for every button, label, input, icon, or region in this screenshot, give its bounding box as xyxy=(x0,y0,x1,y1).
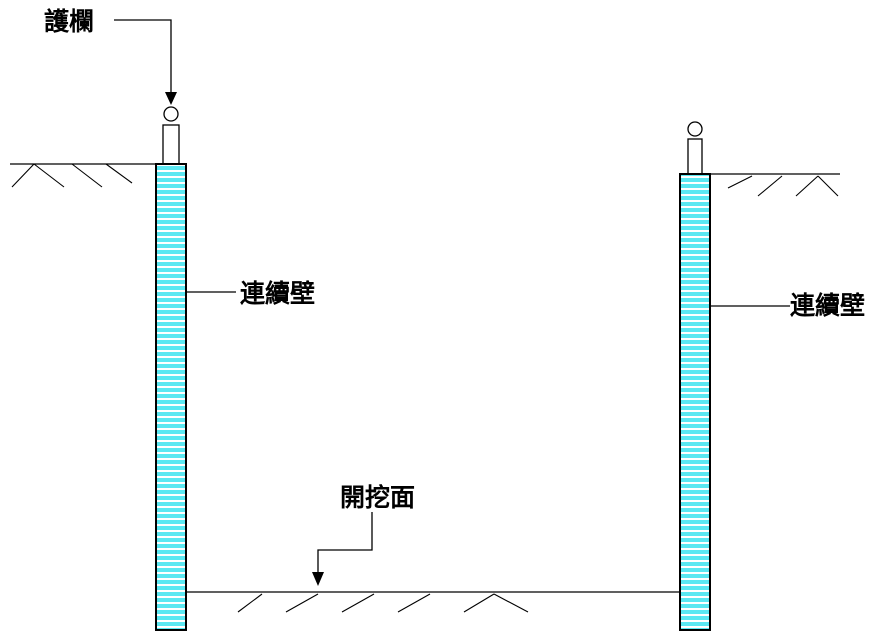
right-ground-surface xyxy=(710,173,840,197)
right-guardrail xyxy=(687,121,703,175)
left-guardrail xyxy=(162,106,180,165)
excavation-leader xyxy=(312,512,373,586)
right-diaphragm-wall xyxy=(679,173,711,631)
guardrail-leader xyxy=(114,19,177,105)
excavation-surface-label: 開挖面 xyxy=(340,483,415,512)
guardrail-label: 護欄 xyxy=(44,7,94,36)
excavation-arrow-head xyxy=(312,572,324,586)
guardrail-arrow-head xyxy=(165,92,177,105)
excavation-surface-line xyxy=(186,591,680,613)
left-wall-label: 連續壁 xyxy=(240,279,315,308)
left-ground-surface xyxy=(10,163,156,188)
left-diaphragm-wall xyxy=(155,163,187,631)
right-wall-label: 連續壁 xyxy=(790,291,865,320)
